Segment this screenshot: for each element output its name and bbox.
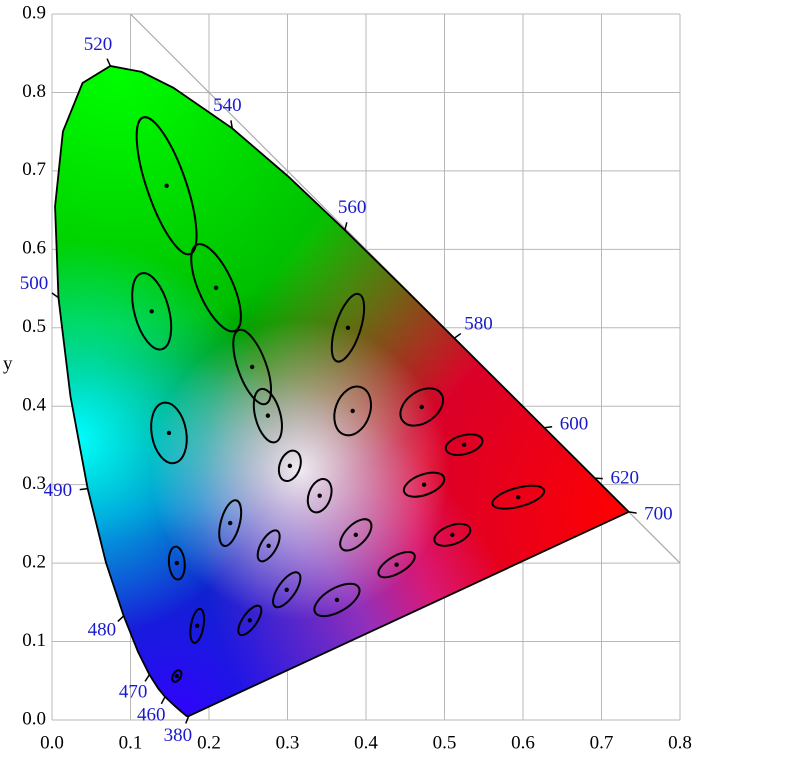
wavelength-label: 560 [338, 197, 367, 218]
ellipse-center [164, 184, 168, 188]
y-tick-label: 0.2 [22, 551, 46, 572]
ellipse-center [214, 286, 218, 290]
y-axis-label: y [3, 353, 13, 374]
ellipse-center [420, 405, 424, 409]
ellipse-center [195, 624, 199, 628]
wavelength-label: 700 [644, 503, 673, 524]
ellipse-center [285, 588, 289, 592]
wavelength-label: 490 [44, 480, 73, 501]
x-tick-label: 0.2 [197, 732, 221, 753]
ellipse-center [167, 431, 171, 435]
ellipse-center [450, 533, 454, 537]
wavelength-label: 500 [20, 273, 49, 294]
wavelength-label: 470 [119, 681, 148, 702]
ellipse-center [266, 544, 270, 548]
ellipse-center [175, 674, 179, 678]
wavelength-label: 460 [137, 705, 166, 726]
y-tick-label: 0.5 [22, 316, 46, 337]
wavelength-label: 580 [464, 314, 493, 335]
ellipse-center [422, 482, 426, 486]
ellipse-center [462, 442, 466, 446]
locus-tick [107, 59, 110, 66]
ellipse-center [516, 495, 520, 499]
x-tick-label: 0.6 [511, 732, 535, 753]
ellipse-center [335, 598, 339, 602]
locus-tick [145, 675, 149, 682]
x-tick-label: 0.1 [119, 732, 143, 753]
wavelength-label: 520 [84, 34, 113, 55]
wavelength-label: 620 [611, 468, 640, 489]
ellipse-center [288, 464, 292, 468]
ellipse-center [317, 493, 321, 497]
y-tick-label: 0.8 [22, 81, 46, 102]
ellipse-center [250, 365, 254, 369]
ellipse-center [350, 409, 354, 413]
x-tick-label: 0.3 [276, 732, 300, 753]
y-tick-label: 0.6 [22, 238, 46, 259]
x-tick-label: 0.5 [433, 732, 457, 753]
y-tick-label: 0.4 [22, 395, 46, 416]
y-tick-label: 0.7 [22, 159, 46, 180]
ellipse-center [266, 413, 270, 417]
locus-tick [118, 616, 124, 621]
x-tick-label: 0.4 [354, 732, 378, 753]
wavelength-label: 480 [88, 619, 117, 640]
y-tick-label: 0.3 [22, 473, 46, 494]
ellipse-center [346, 326, 350, 330]
ellipse-center [175, 561, 179, 565]
x-tick-label: 0.7 [590, 732, 614, 753]
wavelength-label: 600 [560, 413, 589, 434]
locus-tick [454, 334, 460, 339]
ellipse-center [248, 618, 252, 622]
ellipse-center [394, 562, 398, 566]
y-tick-label: 0.9 [22, 2, 46, 23]
x-tick-label: 0.8 [668, 732, 692, 753]
locus-tick [161, 697, 165, 704]
y-tick-label: 0.0 [22, 708, 46, 729]
locus-tick [345, 222, 347, 230]
y-tick-label: 0.1 [22, 630, 46, 651]
locus-tick [544, 427, 552, 428]
locus-tick [80, 489, 88, 490]
x-tick-label: 0.0 [40, 732, 64, 753]
ellipse-center [354, 533, 358, 537]
wavelength-label: 380 [164, 725, 193, 746]
wavelength-label: 540 [213, 95, 242, 116]
ellipse-center [149, 309, 153, 313]
ellipse-center [228, 521, 232, 525]
